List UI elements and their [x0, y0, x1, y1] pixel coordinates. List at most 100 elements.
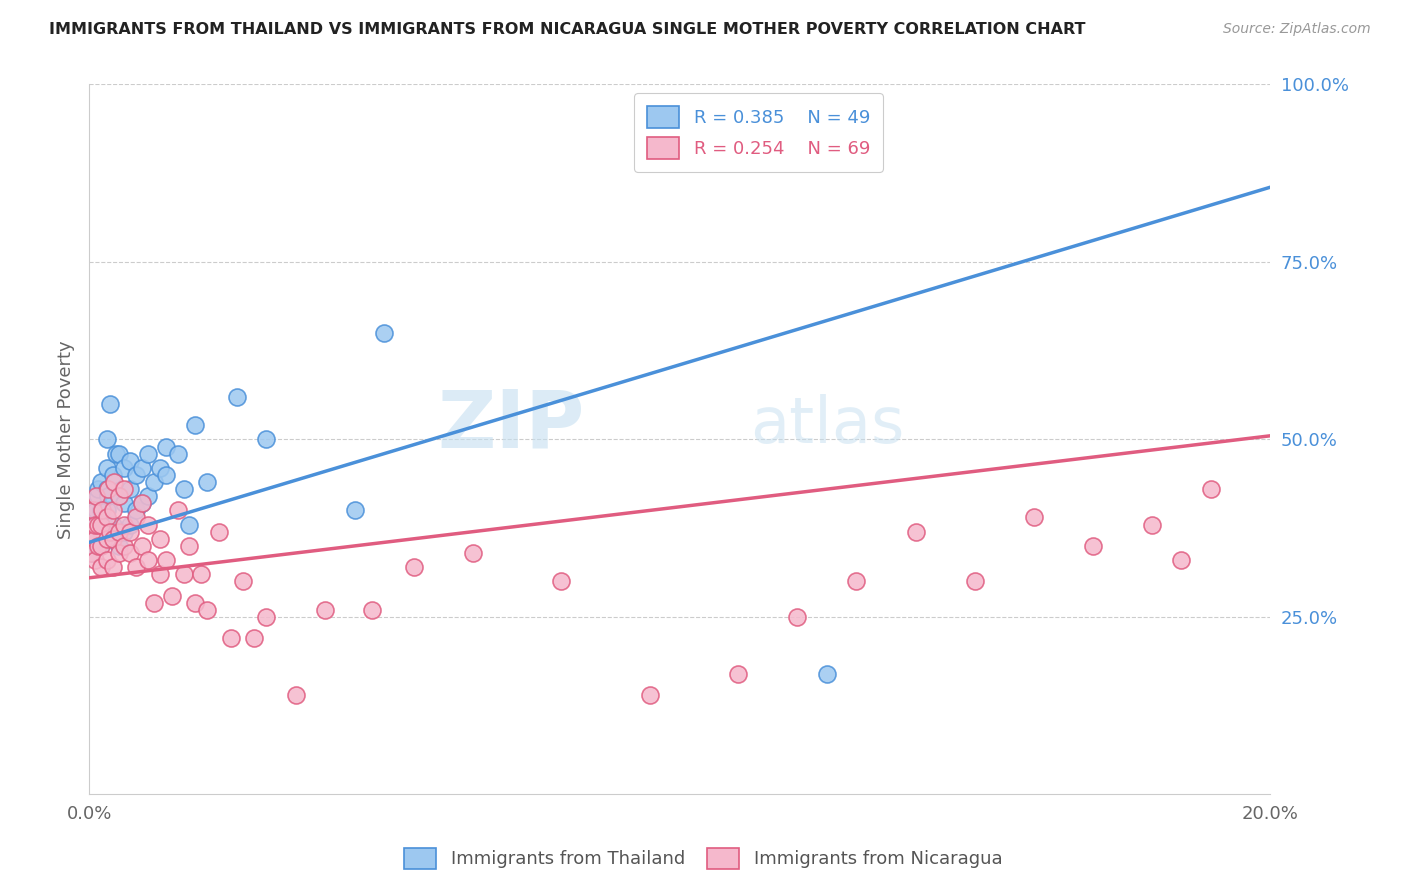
- Point: [84, 489, 107, 503]
- Point: [184, 418, 207, 433]
- Point: [184, 596, 207, 610]
- Point: [373, 326, 395, 340]
- Point: [87, 517, 110, 532]
- Point: [80, 546, 103, 560]
- Point: [101, 517, 124, 532]
- Point: [90, 517, 112, 532]
- Point: [107, 546, 129, 560]
- Y-axis label: Single Mother Poverty: Single Mother Poverty: [58, 340, 75, 539]
- Point: [80, 546, 103, 560]
- Point: [82, 503, 104, 517]
- Point: [107, 489, 129, 503]
- Point: [179, 539, 201, 553]
- Point: [84, 553, 107, 567]
- Point: [361, 603, 384, 617]
- Point: [136, 517, 159, 532]
- Point: [1199, 482, 1222, 496]
- Point: [155, 553, 177, 567]
- Point: [96, 510, 118, 524]
- Point: [125, 503, 148, 517]
- Point: [120, 524, 142, 539]
- Point: [195, 603, 218, 617]
- Point: [136, 553, 159, 567]
- Point: [84, 532, 107, 546]
- Point: [120, 482, 142, 496]
- Point: [179, 517, 201, 532]
- Point: [166, 447, 188, 461]
- Text: atlas: atlas: [751, 394, 904, 456]
- Point: [160, 589, 183, 603]
- Point: [87, 482, 110, 496]
- Point: [786, 610, 808, 624]
- Point: [173, 567, 195, 582]
- Point: [461, 546, 484, 560]
- Point: [107, 489, 129, 503]
- Point: [87, 489, 110, 503]
- Point: [143, 596, 166, 610]
- Point: [90, 475, 112, 489]
- Point: [125, 510, 148, 524]
- Point: [120, 546, 142, 560]
- Point: [98, 397, 121, 411]
- Point: [254, 433, 277, 447]
- Point: [638, 688, 661, 702]
- Point: [87, 539, 110, 553]
- Point: [96, 532, 118, 546]
- Point: [84, 517, 107, 532]
- Point: [254, 610, 277, 624]
- Point: [149, 567, 172, 582]
- Point: [84, 503, 107, 517]
- Point: [904, 524, 927, 539]
- Point: [343, 503, 366, 517]
- Point: [80, 524, 103, 539]
- Point: [107, 539, 129, 553]
- Legend: R = 0.385    N = 49, R = 0.254    N = 69: R = 0.385 N = 49, R = 0.254 N = 69: [634, 94, 883, 172]
- Point: [727, 666, 749, 681]
- Point: [114, 496, 136, 510]
- Point: [96, 503, 118, 517]
- Point: [96, 460, 118, 475]
- Point: [104, 447, 127, 461]
- Point: [1081, 539, 1104, 553]
- Point: [98, 524, 121, 539]
- Point: [114, 539, 136, 553]
- Point: [136, 447, 159, 461]
- Point: [243, 631, 266, 645]
- Point: [101, 467, 124, 482]
- Point: [225, 390, 247, 404]
- Point: [402, 560, 425, 574]
- Point: [963, 574, 986, 589]
- Point: [107, 524, 129, 539]
- Point: [173, 482, 195, 496]
- Point: [219, 631, 242, 645]
- Point: [232, 574, 254, 589]
- Point: [845, 574, 868, 589]
- Point: [120, 517, 142, 532]
- Point: [103, 475, 125, 489]
- Text: Source: ZipAtlas.com: Source: ZipAtlas.com: [1223, 22, 1371, 37]
- Point: [107, 447, 129, 461]
- Point: [149, 460, 172, 475]
- Point: [89, 539, 111, 553]
- Legend: Immigrants from Thailand, Immigrants from Nicaragua: Immigrants from Thailand, Immigrants fro…: [396, 840, 1010, 876]
- Point: [131, 539, 153, 553]
- Point: [96, 482, 118, 496]
- Point: [131, 496, 153, 510]
- Point: [120, 453, 142, 467]
- Point: [90, 560, 112, 574]
- Point: [90, 503, 112, 517]
- Point: [96, 553, 118, 567]
- Point: [125, 467, 148, 482]
- Point: [1140, 517, 1163, 532]
- Point: [96, 433, 118, 447]
- Text: IMMIGRANTS FROM THAILAND VS IMMIGRANTS FROM NICARAGUA SINGLE MOTHER POVERTY CORR: IMMIGRANTS FROM THAILAND VS IMMIGRANTS F…: [49, 22, 1085, 37]
- Point: [208, 524, 231, 539]
- Point: [190, 567, 212, 582]
- Point: [90, 524, 112, 539]
- Point: [1022, 510, 1045, 524]
- Point: [125, 560, 148, 574]
- Point: [101, 560, 124, 574]
- Point: [90, 539, 112, 553]
- Point: [114, 482, 136, 496]
- Point: [155, 467, 177, 482]
